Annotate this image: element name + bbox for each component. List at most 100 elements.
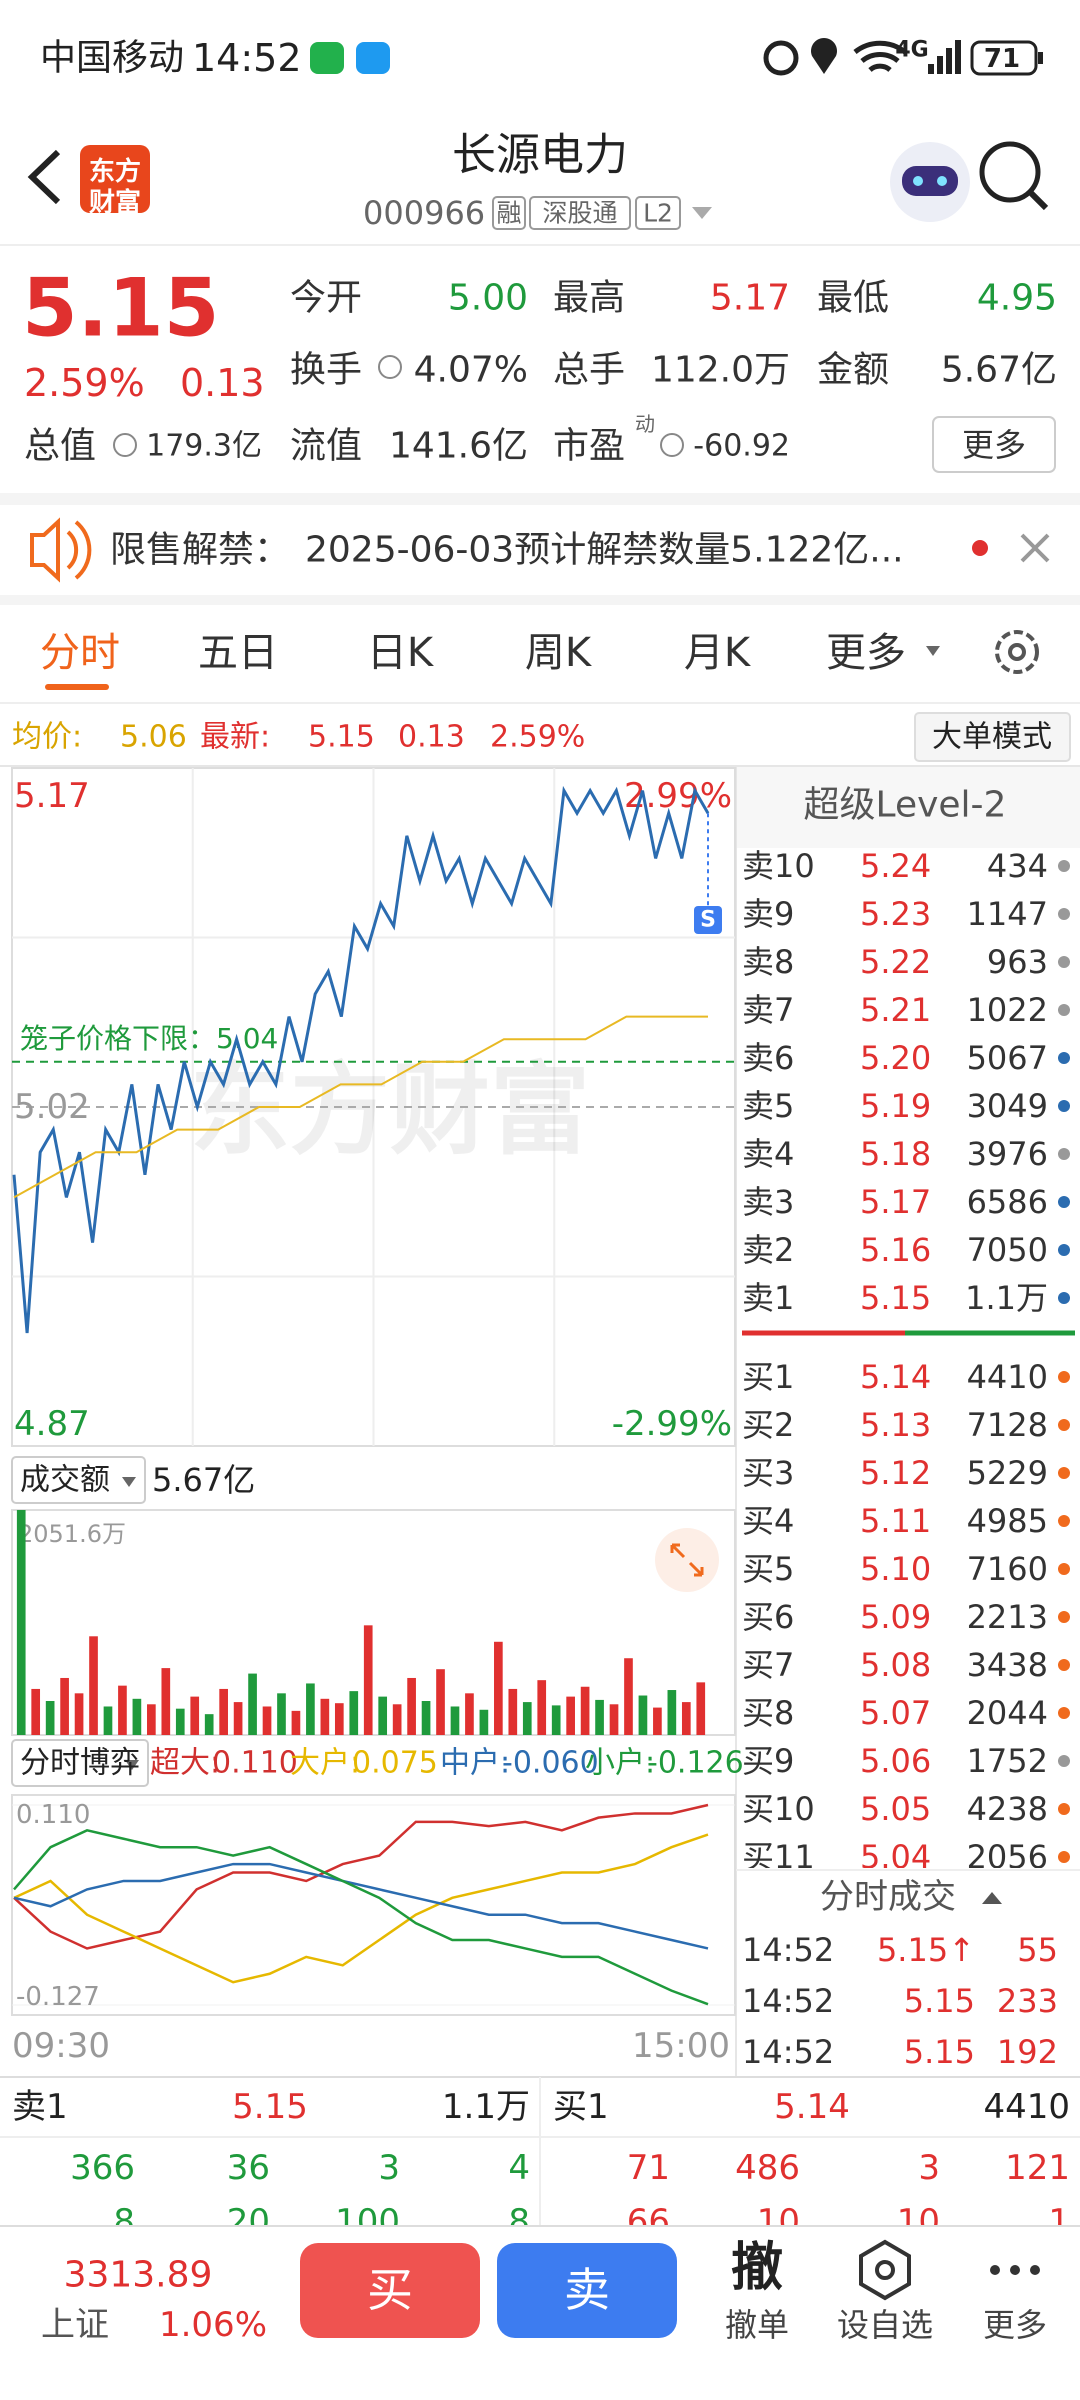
book-label: 买2 bbox=[742, 1406, 794, 1444]
sell-button[interactable] bbox=[497, 2243, 677, 2338]
table-price: 5.15 bbox=[232, 2087, 308, 2127]
mode-button[interactable] bbox=[914, 712, 1071, 762]
book-label: 卖9 bbox=[742, 895, 794, 933]
buy-button[interactable] bbox=[300, 2243, 480, 2338]
book-volume: 434 bbox=[987, 847, 1048, 885]
legend-name: 超大: bbox=[150, 1746, 220, 1781]
tab[interactable]: 更多 bbox=[826, 630, 906, 676]
cancel-icon[interactable]: 撤 bbox=[731, 2238, 783, 2298]
volume-bar bbox=[638, 1695, 648, 1735]
legend-name: 小户: bbox=[585, 1746, 655, 1781]
band bbox=[0, 595, 1080, 605]
field-label: 金额 bbox=[817, 350, 889, 391]
tab-indicator bbox=[45, 684, 109, 690]
more-icon[interactable] bbox=[990, 2265, 1040, 2275]
book-volume: 1147 bbox=[967, 895, 1048, 933]
book-volume: 4238 bbox=[967, 1790, 1048, 1828]
more-button[interactable] bbox=[932, 416, 1056, 473]
content: 中国移动 14:52 4G 71东方财富长源电力000966 融深股通 L25.152.5… bbox=[11, 36, 1070, 2242]
mode-label: 大单模式 bbox=[932, 720, 1052, 755]
volume-bar bbox=[306, 1683, 315, 1735]
tab[interactable]: 周K bbox=[525, 630, 593, 676]
book-price: 5.09 bbox=[860, 1598, 931, 1636]
book-label: 买10 bbox=[742, 1790, 815, 1828]
book-price: 5.14 bbox=[860, 1358, 931, 1396]
book-dot bbox=[1058, 908, 1070, 920]
sell-label[interactable]: 卖 bbox=[564, 2263, 610, 2317]
tab[interactable]: 五日 bbox=[198, 630, 278, 676]
volume-bar bbox=[262, 1706, 272, 1735]
volume-bar bbox=[494, 1641, 503, 1735]
watch-icon[interactable] bbox=[859, 2239, 911, 2301]
settings-button[interactable] bbox=[995, 630, 1039, 674]
info-icon[interactable] bbox=[378, 355, 402, 379]
book-price: 5.05 bbox=[860, 1790, 931, 1828]
volume-label: 成交额 bbox=[20, 1463, 110, 1498]
field-value: -60.92 bbox=[693, 429, 790, 464]
latest-label: 最新: bbox=[200, 720, 270, 755]
wechat-icon bbox=[310, 42, 344, 74]
index-value: 3313.89 bbox=[64, 2255, 213, 2296]
dropdown[interactable] bbox=[11, 1456, 146, 1504]
book-price: 5.22 bbox=[860, 943, 931, 981]
field-label: 市盈 bbox=[553, 426, 625, 467]
trade-time: 14:52 bbox=[742, 2033, 834, 2071]
volume-bar bbox=[89, 1636, 98, 1735]
field-label: 最低 bbox=[817, 278, 889, 319]
book-dot bbox=[1058, 1100, 1070, 1112]
expand-button[interactable] bbox=[655, 1528, 719, 1592]
close-button[interactable] bbox=[1020, 533, 1050, 563]
notice-label: 限售解禁： bbox=[110, 530, 290, 571]
book-dot bbox=[1058, 1707, 1070, 1719]
tab[interactable]: 月K bbox=[684, 630, 752, 676]
buy-label[interactable]: 买 bbox=[367, 2263, 413, 2317]
book-volume: 3438 bbox=[967, 1646, 1048, 1684]
volume-bar bbox=[421, 1701, 431, 1735]
more-label: 更多 bbox=[962, 426, 1026, 464]
dropdown-arrow bbox=[692, 207, 712, 219]
book-label: 买3 bbox=[742, 1454, 794, 1492]
book-price: 5.08 bbox=[860, 1646, 931, 1684]
chart-frame bbox=[11, 1794, 736, 2016]
logo-text: 东方 bbox=[89, 156, 141, 187]
price-line bbox=[13, 1015, 708, 1199]
dropdown[interactable] bbox=[11, 1739, 149, 1787]
field-value: 112.0万 bbox=[651, 350, 790, 391]
logo-text: 财富 bbox=[89, 187, 141, 218]
cage-label-text: 笼子价格下限： bbox=[20, 1021, 216, 1054]
book-volume: 1.1万 bbox=[965, 1279, 1048, 1317]
book-dot bbox=[1058, 1196, 1070, 1208]
trade-time: 14:52 bbox=[742, 1982, 834, 2020]
volume-bar bbox=[233, 1702, 243, 1735]
battery-tip bbox=[1038, 52, 1043, 64]
flow-line bbox=[13, 1833, 709, 1984]
table-cell: 366 bbox=[70, 2148, 135, 2188]
search-button[interactable] bbox=[979, 141, 1041, 203]
avg: 5.06 bbox=[120, 720, 187, 755]
tag: 融 bbox=[496, 199, 521, 228]
book-volume: 7128 bbox=[967, 1406, 1048, 1444]
book-dot bbox=[1058, 1611, 1070, 1623]
y-tick-label: 5.02 bbox=[14, 1087, 90, 1127]
book-dot bbox=[1058, 956, 1070, 968]
tab[interactable]: 分时 bbox=[40, 630, 120, 676]
book-dot bbox=[1058, 1659, 1070, 1671]
y-tick-label: 5.17 bbox=[14, 776, 90, 816]
volume-bar bbox=[219, 1688, 228, 1735]
book-label: 卖7 bbox=[742, 991, 794, 1029]
info-icon[interactable] bbox=[113, 433, 137, 457]
book-volume: 4410 bbox=[967, 1358, 1048, 1396]
info-icon[interactable] bbox=[660, 433, 684, 457]
tab[interactable]: 日K bbox=[367, 630, 435, 676]
book-dot bbox=[1058, 1467, 1070, 1479]
volume-bar bbox=[537, 1680, 547, 1735]
volume-bar bbox=[132, 1698, 142, 1735]
field-label: 今开 bbox=[290, 278, 362, 319]
back-button[interactable] bbox=[27, 149, 61, 205]
tag-box bbox=[635, 196, 681, 230]
volume-bar bbox=[31, 1688, 41, 1735]
level2-header bbox=[737, 767, 1080, 848]
change: 0.13 bbox=[180, 361, 265, 405]
speaker-icon bbox=[30, 517, 92, 583]
